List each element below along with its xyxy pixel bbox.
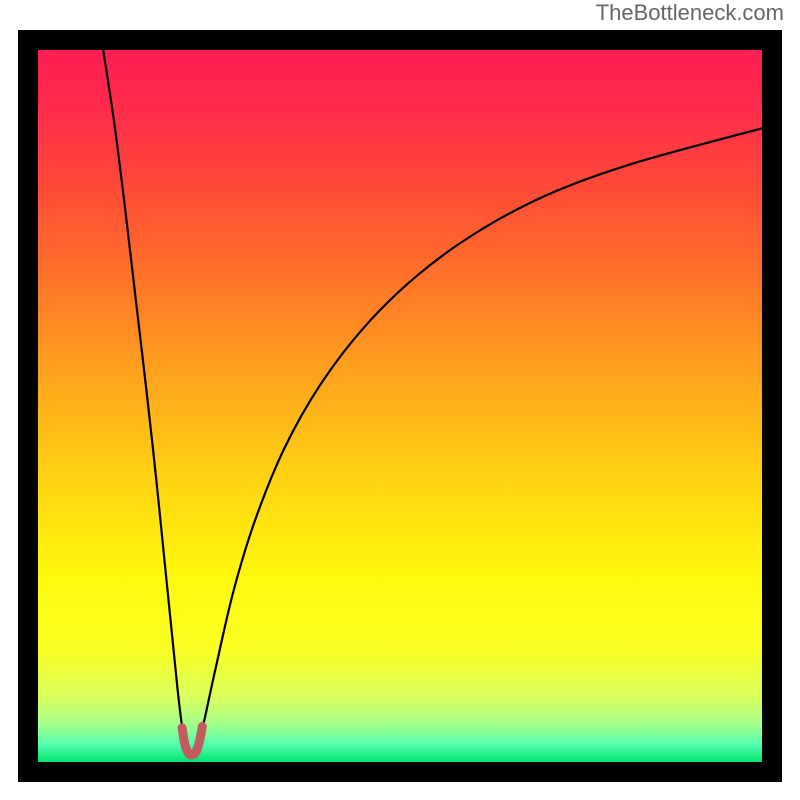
chart-container: TheBottleneck.com	[0, 0, 800, 800]
watermark-text: TheBottleneck.com	[596, 0, 784, 26]
chart-plot	[38, 50, 762, 762]
